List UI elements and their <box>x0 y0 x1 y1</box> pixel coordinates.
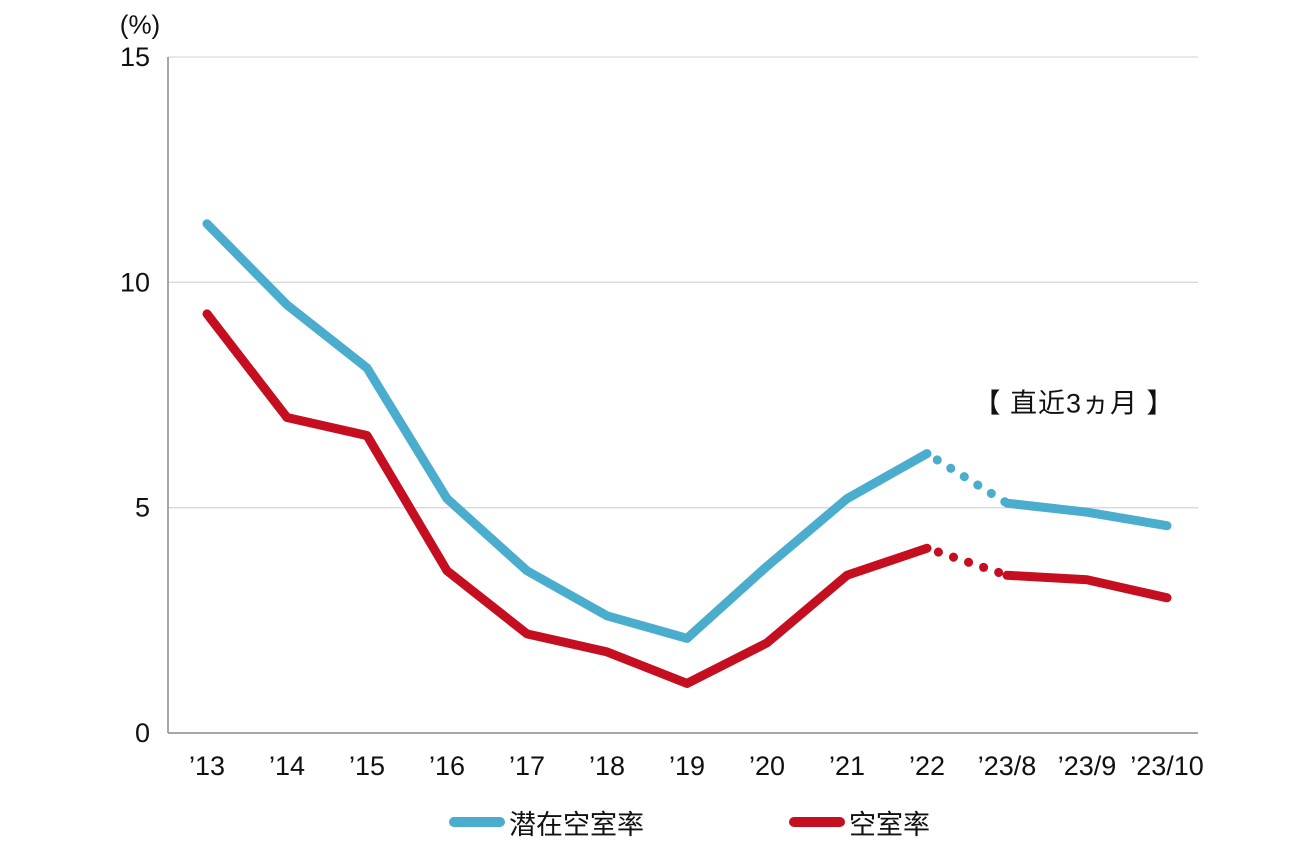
x-tick-label: ’18 <box>589 751 625 781</box>
series-line-0-recent <box>1002 498 1172 531</box>
x-tick-label: ’13 <box>189 751 225 781</box>
y-axis-unit-label: (%) <box>119 9 161 40</box>
legend-line-sample-potential-vacancy <box>449 817 505 827</box>
x-tick-label: ’22 <box>909 751 945 781</box>
legend-label-potential-vacancy: 潜在空室率 <box>509 809 644 840</box>
x-tick-label: ’19 <box>669 751 705 781</box>
x-tick-label: ’20 <box>749 751 785 781</box>
series-dotted-segment-0 <box>922 449 1012 508</box>
recent-3-months-annotation: 【 直近3ヵ月 】 <box>973 388 1175 419</box>
series-line-0-history <box>202 219 932 643</box>
series-dotted-segment-1 <box>922 543 1012 580</box>
legend: 潜在空室率 空室率 <box>81 800 1298 844</box>
y-tick-label: 5 <box>135 493 150 523</box>
x-tick-label: ’23/8 <box>978 751 1037 781</box>
series-line-1-history <box>202 309 932 688</box>
x-tick-label: ’21 <box>829 751 865 781</box>
y-tick-label: 0 <box>135 718 150 748</box>
x-tick-label: ’16 <box>429 751 465 781</box>
y-tick-label: 10 <box>120 267 150 297</box>
x-tick-label: ’23/9 <box>1058 751 1117 781</box>
legend-item-vacancy: 空室率 <box>789 803 930 842</box>
x-tick-label: ’14 <box>269 751 305 781</box>
series-line-1-recent <box>1002 570 1172 603</box>
x-tick-label: ’17 <box>509 751 545 781</box>
x-tick-label: ’15 <box>349 751 385 781</box>
legend-item-potential-vacancy: 潜在空室率 <box>449 803 644 842</box>
legend-line-sample-vacancy <box>789 817 845 827</box>
x-tick-label: ’23/10 <box>1130 751 1204 781</box>
legend-label-vacancy: 空室率 <box>849 809 930 840</box>
y-tick-label: 15 <box>120 42 150 72</box>
